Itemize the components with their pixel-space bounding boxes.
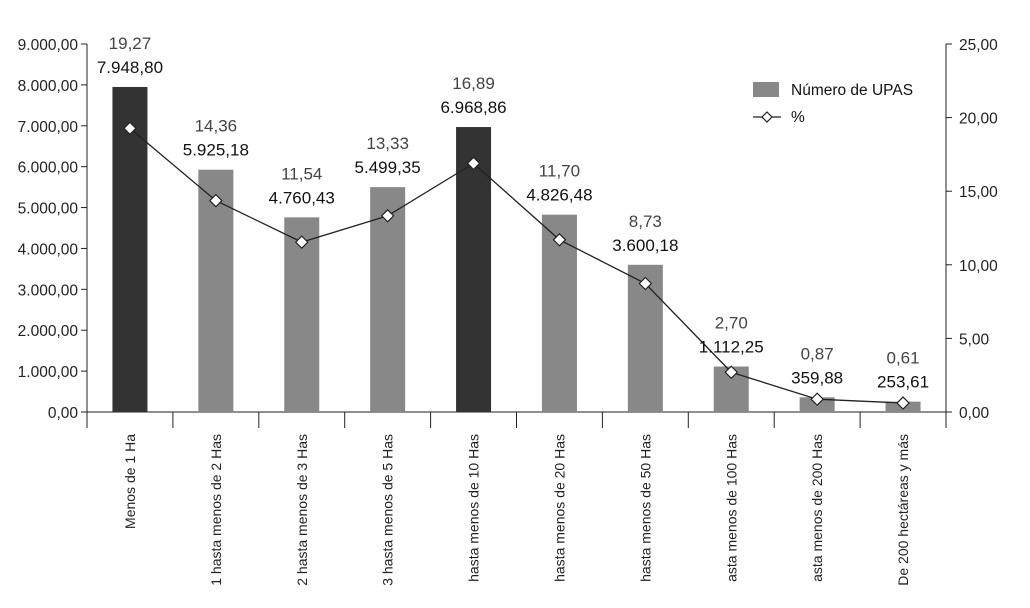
y-left-tick-label: 5.000,00 [18, 201, 79, 218]
bar-value-label: 5.925,18 [183, 141, 249, 160]
data-labels: 19,27 7.948,80 14,36 5.925,18 11,54 4.760,43 1… [97, 34, 929, 392]
category-label: hasta menos de 10 Has [466, 434, 482, 582]
percent-marker [123, 121, 137, 136]
bar [284, 217, 320, 412]
category-label: 3 hasta menos de 5 Has [380, 434, 396, 586]
legend: Número de UPAS % [753, 82, 913, 126]
bar [112, 86, 148, 413]
percent-line-path [129, 127, 904, 404]
y-left-tick-label: 0,00 [48, 405, 79, 422]
percent-label: 14,36 [195, 117, 238, 136]
percent-marker [896, 396, 910, 410]
percent-marker [552, 232, 567, 247]
y-left-tick-label: 1.000,00 [18, 364, 79, 381]
category-label: 2 hasta menos de 3 Has [294, 434, 310, 586]
y-right-tick-label: 0,00 [959, 405, 990, 422]
percent-marker [294, 235, 309, 249]
percent-marker [638, 276, 653, 291]
y-right-tick-label: 15,00 [959, 184, 998, 201]
percent-label: 0,87 [801, 344, 834, 363]
percent-marker [466, 156, 481, 171]
bar [198, 169, 234, 412]
bar-value-label: 3.600,18 [612, 236, 678, 255]
percent-line [123, 121, 910, 410]
percent-label: 19,27 [109, 34, 152, 53]
category-label: De 200 hectáreas y más [895, 434, 911, 586]
percent-label: 11,70 [539, 162, 580, 181]
bar-value-label: 253,61 [877, 373, 929, 392]
percent-label: 13,33 [366, 134, 409, 153]
y-left-tick-label: 2.000,00 [18, 323, 79, 340]
y-left-tick-label: 3.000,00 [18, 282, 79, 299]
axes: 9.000,00 8.000,00 7.000,00 6.000,00 5.000,00… [18, 37, 998, 428]
percent-label: 2,70 [715, 314, 748, 333]
category-label: hasta menos de 50 Has [637, 434, 653, 582]
y-right-tick-label: 5,00 [959, 331, 990, 348]
percent-marker [380, 208, 395, 223]
bar-value-label: 1.112,25 [699, 338, 764, 357]
bar-value-label: 4.760,43 [269, 188, 335, 207]
legend-marker-line [761, 111, 773, 123]
category-label: asta menos de 100 Has [723, 434, 739, 582]
y-right-tick-label: 25,00 [959, 37, 998, 54]
category-label: hasta menos de 20 Has [551, 434, 567, 582]
y-left-tick-label: 8.000,00 [18, 78, 79, 95]
y-left-tick-label: 9.000,00 [18, 37, 79, 54]
bar-value-label: 5.499,35 [355, 158, 421, 177]
legend-label-bars: Número de UPAS [791, 82, 913, 99]
bar-value-label: 7.948,80 [97, 58, 163, 77]
legend-swatch-bars [753, 82, 779, 97]
bar-value-label: 359,88 [791, 368, 843, 387]
bar-value-label: 4.826,48 [526, 186, 592, 205]
bars [112, 86, 921, 413]
percent-label: 16,89 [452, 74, 495, 93]
category-label: 1 hasta menos de 2 Has [208, 434, 224, 586]
percent-marker [724, 365, 739, 380]
percent-marker [810, 392, 824, 407]
percent-label: 0,61 [887, 349, 920, 368]
y-left-tick-label: 7.000,00 [18, 119, 79, 136]
y-left-tick-label: 6.000,00 [18, 160, 79, 177]
legend-label-line: % [791, 109, 805, 126]
bar [541, 214, 577, 412]
percent-label: 8,73 [629, 212, 662, 231]
y-left-tick-label: 4.000,00 [18, 241, 79, 258]
percent-marker [209, 193, 223, 208]
category-labels: Menos de 1 Ha 1 hasta menos de 2 Has 2 has… [122, 434, 911, 586]
y-right-tick-label: 10,00 [959, 258, 998, 275]
y-right-tick-label: 20,00 [959, 111, 998, 128]
bar-value-label: 6.968,86 [440, 98, 506, 117]
bar [370, 187, 406, 412]
category-label: Menos de 1 Ha [122, 434, 138, 529]
percent-label: 11,54 [281, 164, 322, 183]
category-label: asta menos de 200 Has [809, 434, 825, 582]
